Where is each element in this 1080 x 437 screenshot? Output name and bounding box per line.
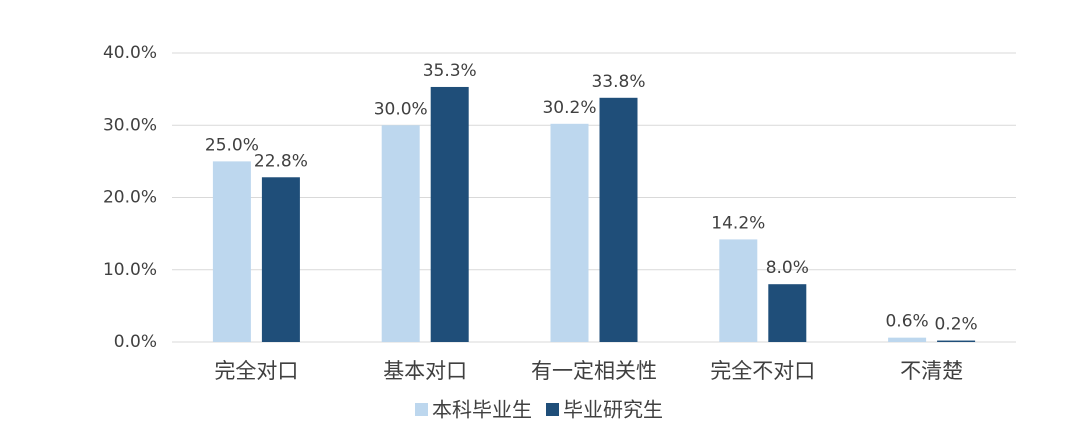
y-tick-label: 40.0% (103, 43, 157, 63)
value-label: 35.3% (423, 61, 477, 81)
bar (550, 123, 589, 343)
value-label: 14.2% (711, 213, 765, 233)
bar (719, 239, 758, 342)
x-tick-label: 基本对口 (383, 359, 467, 383)
bar (261, 177, 300, 342)
value-label: 8.0% (766, 258, 809, 278)
y-tick-label: 20.0% (103, 188, 157, 208)
bar (937, 340, 976, 342)
legend-swatch (415, 403, 428, 416)
x-tick-label: 完全不对口 (710, 359, 815, 383)
y-tick-label: 30.0% (103, 115, 157, 135)
value-label: 30.0% (374, 99, 428, 119)
value-label: 22.8% (254, 151, 308, 171)
bar (768, 284, 807, 342)
legend-swatch (546, 403, 559, 416)
x-tick-label: 有一定相关性 (531, 359, 657, 383)
value-label: 0.6% (885, 312, 928, 332)
y-tick-label: 0.0% (114, 332, 157, 352)
x-tick-label: 不清楚 (900, 359, 963, 383)
value-label: 33.8% (591, 72, 645, 92)
x-tick-label: 完全对口 (214, 359, 298, 383)
legend-label: 本科毕业生 (432, 398, 532, 422)
value-label: 0.2% (934, 315, 977, 335)
legend-label: 毕业研究生 (563, 398, 663, 422)
value-label: 25.0% (205, 135, 259, 155)
bar (430, 86, 469, 343)
bar (599, 97, 638, 342)
bar (212, 161, 251, 342)
bar (888, 337, 927, 342)
y-tick-label: 10.0% (103, 260, 157, 280)
value-label: 30.2% (542, 98, 596, 118)
bar (381, 125, 420, 342)
